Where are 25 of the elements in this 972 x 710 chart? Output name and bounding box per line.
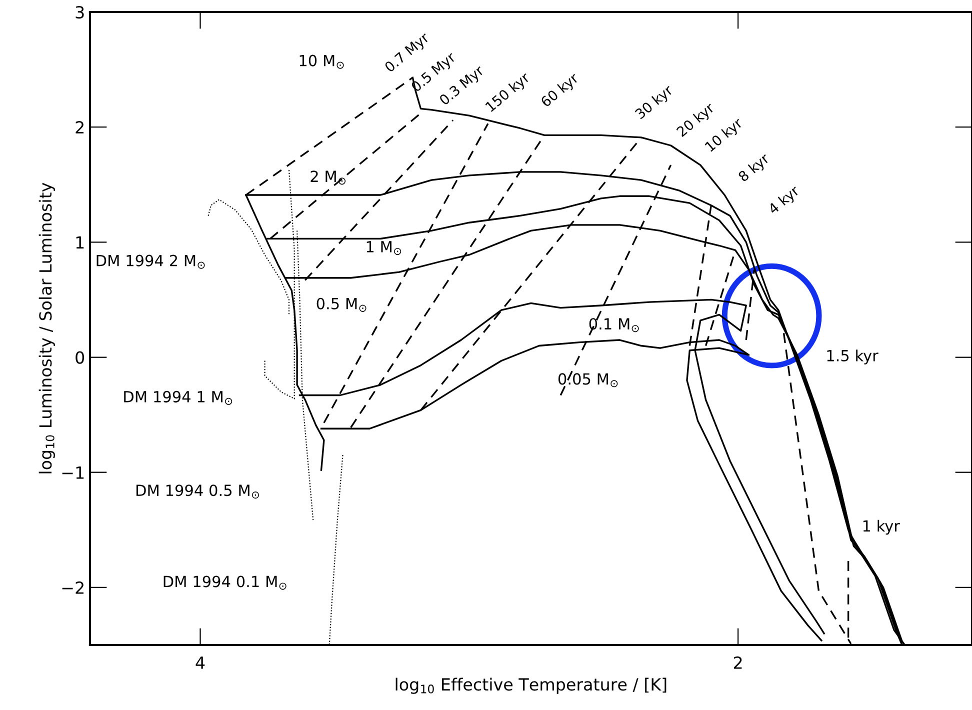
annotation: 0.1 M$_{⊙}$	[589, 318, 639, 332]
annotation: 1 kyr	[863, 520, 900, 535]
annotation: 4 kyr	[767, 184, 802, 217]
y-tick-label: −2	[62, 581, 84, 594]
annotation: 1.5 kyr	[827, 350, 878, 364]
annotation: 10 M$_{⊙}$	[300, 54, 344, 69]
y-tick-label: −1	[62, 466, 84, 479]
annotation: 30 kyr	[634, 84, 676, 122]
annotation: 0.5 M$_{⊙}$	[316, 298, 366, 312]
y-tick-label: 3	[76, 6, 84, 19]
annotation: 8 kyr	[737, 152, 772, 184]
annotation: DM 1994 0.1 M$_{⊙}$	[164, 576, 286, 590]
y-tick-label: 2	[76, 121, 84, 134]
annotation: 150 kyr	[484, 71, 532, 114]
annotation: DM 1994 2 M$_{⊙}$	[96, 254, 205, 269]
annotation: 1 M$_{⊙}$	[366, 241, 402, 255]
x-tick-label: 4	[196, 656, 205, 669]
x-axis-title: log$_{10}$ Effective Temperature / [K]	[396, 678, 666, 694]
annotation: 60 kyr	[540, 72, 582, 110]
y-axis-title: log$_{10}$ Luminosity / Solar Luminosity	[38, 182, 55, 474]
y-tick-label: 1	[76, 236, 84, 249]
annotation: DM 1994 1 M$_{⊙}$	[124, 390, 232, 405]
annotation: 0.05 M$_{⊙}$	[558, 373, 618, 388]
y-tick-label: 0	[76, 351, 84, 364]
annotation: DM 1994 0.5 M$_{⊙}$	[136, 484, 259, 499]
